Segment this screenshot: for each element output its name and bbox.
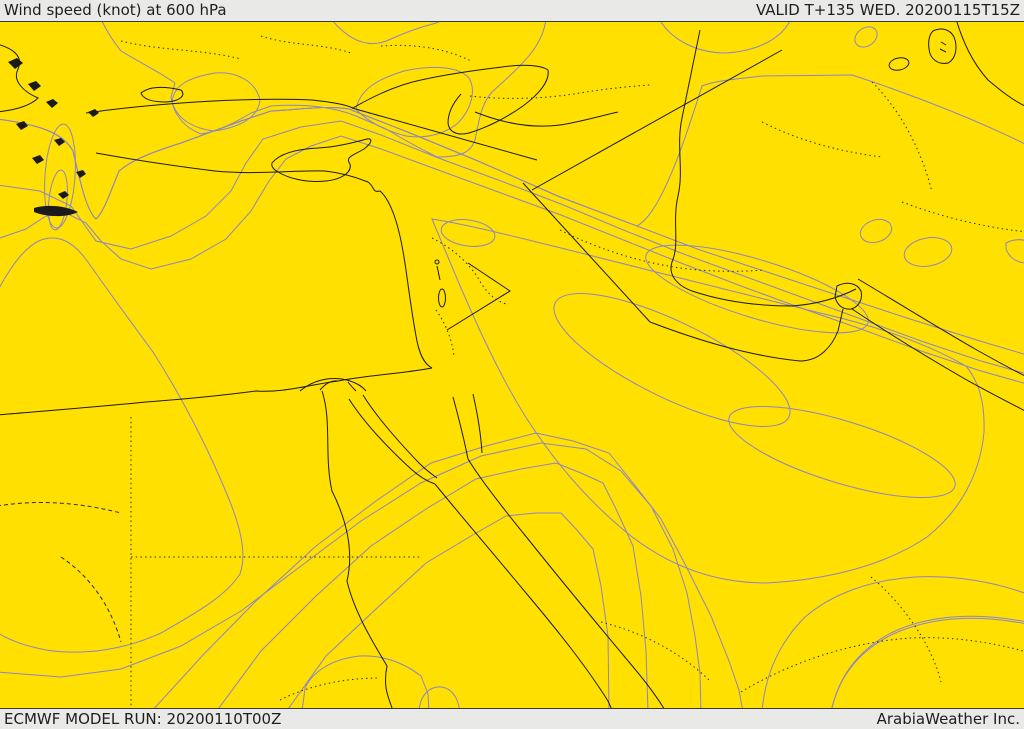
field-yellow-fan-sudan bbox=[288, 512, 610, 708]
island-icon bbox=[8, 58, 23, 69]
lake-urmia bbox=[928, 28, 957, 64]
nile-delta bbox=[299, 378, 367, 392]
dead-sea bbox=[438, 288, 446, 308]
valid-time-label: VALID T+135 WED. 20200115T15Z bbox=[755, 1, 1020, 19]
coastline-caspian bbox=[956, 22, 1024, 107]
field-amber-fan-south bbox=[0, 442, 702, 708]
field-amber-fan-southeast bbox=[761, 576, 1024, 708]
island-icon bbox=[58, 191, 69, 199]
lake-van bbox=[888, 57, 910, 71]
field-aegean-orange-streak bbox=[48, 169, 68, 231]
field-base-yellow-gold bbox=[0, 22, 1024, 708]
coastline-kuwait-bay bbox=[834, 282, 862, 310]
dotted-border-iraq bbox=[559, 229, 765, 272]
field-deep-orange-blob-center bbox=[553, 293, 791, 427]
coastline-marmara bbox=[140, 86, 184, 103]
coastline-anatolia-south-levant bbox=[95, 152, 433, 369]
island-icon bbox=[28, 81, 41, 91]
border-straight-anatolia bbox=[351, 107, 538, 161]
field-hot-core-lebanon bbox=[440, 219, 496, 247]
nile-river bbox=[321, 390, 393, 708]
red-sea-east-coast bbox=[467, 458, 665, 708]
field-yellow-gold-corner-southeast bbox=[831, 615, 1024, 708]
coastline-balkans bbox=[0, 44, 39, 113]
field-white-south bbox=[418, 686, 460, 708]
dotted-border-syria bbox=[431, 237, 507, 305]
gulf-of-aqaba bbox=[452, 393, 483, 460]
footer-bar: ECMWF MODEL RUN: 20200110T00Z ArabiaWeat… bbox=[0, 708, 1024, 729]
field-white-blacksea-east bbox=[355, 66, 473, 138]
header-bar: Wind speed (knot) at 600 hPa VALID T+135… bbox=[0, 0, 1024, 22]
island-icon bbox=[32, 155, 44, 164]
field-deep-orange-blob-north bbox=[645, 244, 869, 334]
coastline-anatolia-north bbox=[85, 98, 354, 114]
border-jordan-saudi bbox=[446, 262, 511, 331]
island-icon bbox=[88, 109, 99, 117]
field-gold-fan-south bbox=[153, 432, 743, 708]
persian-gulf-south-coast bbox=[851, 308, 1024, 411]
field-yellow-gold-fan-south bbox=[218, 462, 649, 708]
page-title: Wind speed (knot) at 600 hPa bbox=[4, 1, 227, 19]
field-white-marmara bbox=[171, 72, 261, 132]
border-iran-iraq bbox=[670, 29, 857, 307]
aegean-islands bbox=[8, 58, 99, 217]
dotted-border-iran-3 bbox=[901, 201, 1024, 233]
coastline-blacksea-east bbox=[352, 64, 549, 135]
dotted-border-saudi-2 bbox=[870, 576, 942, 683]
field-amber bbox=[0, 120, 1024, 374]
sea-of-galilee bbox=[434, 259, 440, 265]
gulf-of-suez bbox=[348, 394, 438, 485]
persian-gulf-north-coast bbox=[857, 278, 1024, 377]
field-cream-ne-small bbox=[854, 26, 878, 48]
dashed-border-west-desert bbox=[0, 501, 122, 643]
dotted-border-caucasus bbox=[469, 84, 651, 99]
dotted-border-iran-1 bbox=[871, 81, 933, 193]
border-turkey-iran bbox=[531, 49, 783, 191]
island-icon bbox=[16, 121, 28, 130]
field-gold bbox=[0, 107, 1024, 355]
geography-lines bbox=[0, 22, 1024, 708]
red-sea-west-coast bbox=[434, 483, 612, 708]
dotted-border-sudan bbox=[279, 677, 381, 701]
field-orange bbox=[0, 135, 1024, 384]
field-yellow-edge-patch bbox=[1005, 239, 1024, 264]
jordan-river bbox=[436, 265, 441, 281]
model-run-label: ECMWF MODEL RUN: 20200110T00Z bbox=[4, 709, 282, 728]
coastline-egypt-libya bbox=[0, 367, 433, 416]
island-icon bbox=[54, 138, 65, 146]
field-yellow-lake-patch-b bbox=[903, 237, 953, 267]
border-syria-iraq bbox=[522, 182, 651, 323]
island-icon bbox=[76, 170, 86, 178]
dotted-border-turkey-3 bbox=[380, 44, 472, 62]
field-yellow-lake-patch-a bbox=[859, 218, 893, 244]
field-deep-orange-blob-south bbox=[728, 406, 956, 498]
island-icon bbox=[46, 99, 58, 108]
field-cream-topright bbox=[660, 22, 790, 54]
border-caucasus bbox=[474, 111, 619, 127]
branding-label: ArabiaWeather Inc. bbox=[876, 709, 1020, 728]
border-iraq-saudi bbox=[649, 308, 844, 362]
field-cream-south bbox=[301, 655, 430, 708]
coastline-cyprus bbox=[271, 138, 372, 182]
wind-field bbox=[0, 22, 1024, 708]
field-dark-orange-west bbox=[0, 237, 244, 653]
wind-speed-map bbox=[0, 22, 1024, 708]
field-dark-orange-east bbox=[431, 218, 985, 584]
dotted-border-iran-2 bbox=[761, 121, 883, 158]
field-aegean-amber-streak bbox=[44, 123, 76, 229]
island-crete bbox=[34, 205, 78, 217]
field-cream-north bbox=[101, 22, 546, 158]
